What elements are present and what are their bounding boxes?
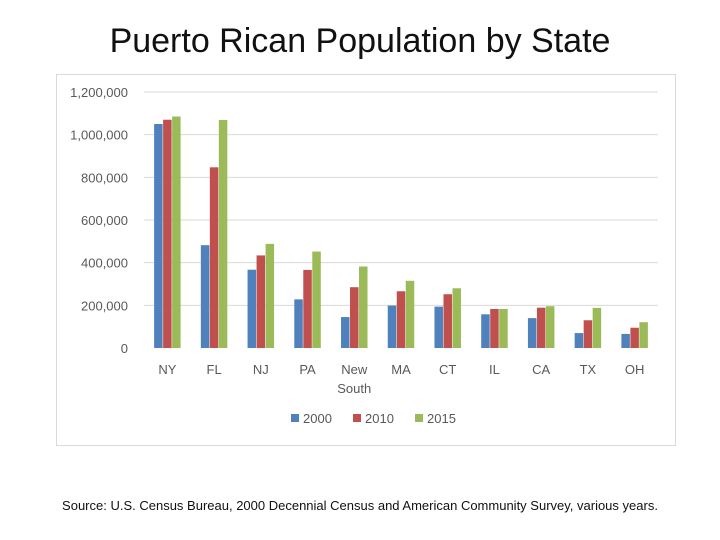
x-tick-label: FL [207,362,222,377]
x-tick-label: TX [580,362,597,377]
y-tick-label: 800,000 [81,170,128,185]
legend: 2000 2010 2015 [291,411,456,426]
y-tick-label: 1,000,000 [70,128,128,143]
bar-2010-ca [536,307,546,348]
x-tick-label: NJ [253,362,269,377]
bar-2015-ct [452,288,461,348]
x-tick-label: NY [158,362,176,377]
bar-2010-fl [209,167,219,348]
bar-2015-nj [265,243,275,348]
x-tick-label: OH [625,362,645,377]
bar-2010-ny [163,119,172,348]
x-axis: NY FL NJ PA New South MA CT IL CA TX OH [158,362,644,396]
bar-2015-ma [405,280,415,348]
legend-swatch [415,414,423,422]
bar-2000-ct [434,306,443,348]
x-tick-label: New South [337,362,371,396]
bar-2000-il [481,314,490,348]
bar-2010-pa [303,269,312,348]
bar-2015-fl [218,119,228,348]
bar-2010-oh [630,327,639,348]
bar-2000-oh [621,333,630,348]
legend-label: 2010 [365,411,394,426]
bar-2010-tx [583,320,593,348]
bar-2015-tx [592,307,602,348]
page-title: Puerto Rican Population by State [109,22,611,60]
bar-2000-tx [574,333,584,348]
bar-2010-ct [443,294,452,348]
bar-2000-ca [527,318,537,348]
legend-label: 2000 [303,411,332,426]
x-tick-label: CA [532,362,550,377]
bar-2010-new-south [350,287,359,348]
bar-2000-new-south [341,317,350,348]
bar-2000-pa [294,299,303,348]
y-axis: 0 200,000 400,000 600,000 800,000 1,000,000 1,… [70,85,128,356]
y-tick-label: 400,000 [81,256,128,271]
bar-2015-new-south [359,266,368,348]
gridlines [144,91,658,306]
legend-swatch [353,414,361,422]
bar-2015-il [499,308,508,348]
bar-2000-ny [154,124,163,348]
x-tick-label: PA [299,362,316,377]
legend-swatch [291,414,299,422]
legend-label: 2015 [427,411,456,426]
bar-2015-oh [639,322,648,348]
bar-2000-fl [200,245,210,348]
bar-2000-ma [387,305,397,348]
x-tick-label: MA [391,362,411,377]
bars [154,116,648,349]
bar-chart: 0 200,000 400,000 600,000 800,000 1,000,000 1,… [70,85,658,426]
bar-2010-il [490,308,499,348]
bar-2010-ma [396,291,406,348]
bar-2010-nj [256,255,266,348]
bar-2015-pa [312,251,321,348]
y-tick-label: 200,000 [81,298,128,313]
bar-2015-ny [172,116,181,349]
bar-2000-nj [247,269,257,348]
y-tick-label: 0 [121,341,128,356]
x-tick-label: CT [439,362,456,377]
bar-2015-ca [545,306,555,348]
x-tick-label: IL [489,362,500,377]
source-note: Source: U.S. Census Bureau, 2000 Decenni… [62,498,658,513]
y-tick-label: 600,000 [81,213,128,228]
y-tick-label: 1,200,000 [70,85,128,100]
